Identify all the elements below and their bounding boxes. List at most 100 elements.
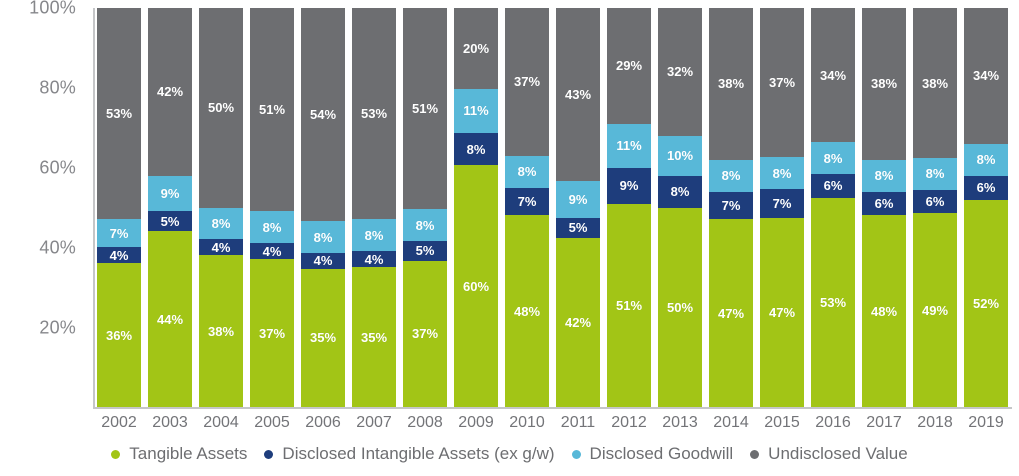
segment-tangible-assets: 35%: [301, 268, 345, 407]
y-axis-label: 60%: [39, 157, 76, 178]
legend-item-disclosed-goodwill: Disclosed Goodwill: [571, 444, 733, 464]
segment-disclosed-goodwill: 8%: [352, 219, 396, 252]
segment-value-label: 5%: [160, 213, 180, 229]
segment-tangible-assets: 49%: [913, 213, 957, 408]
segment-value-label: 4%: [211, 239, 231, 255]
y-axis: 100% 80% 60% 40% 20%: [0, 0, 76, 416]
segment-disclosed-goodwill: 9%: [148, 175, 192, 212]
segment-undisclosed-value: 53%: [352, 8, 396, 220]
segment-value-label: 38%: [870, 76, 898, 92]
segment-disclosed-intangible-assets-ex-g-w: 4%: [250, 243, 294, 260]
segment-undisclosed-value: 29%: [607, 8, 651, 124]
x-axis-label-2004: 2004: [203, 414, 239, 431]
bar-2004: 50% 8% 4% 38%: [199, 8, 243, 407]
x-axis-label-2012: 2012: [611, 414, 647, 431]
segment-value-label: 37%: [411, 326, 439, 342]
segment-undisclosed-value: 34%: [964, 8, 1008, 144]
segment-value-label: 37%: [768, 75, 796, 91]
segment-disclosed-goodwill: 8%: [811, 142, 855, 174]
bar-2012: 29% 11% 9% 51%: [607, 8, 651, 407]
legend-label: Undisclosed Value: [768, 444, 908, 463]
segment-disclosed-intangible-assets-ex-g-w: 7%: [709, 191, 753, 220]
segment-value-label: 6%: [874, 196, 894, 212]
segment-disclosed-goodwill: 9%: [556, 181, 600, 218]
segment-value-label: 20%: [462, 40, 490, 56]
x-axis-label-2014: 2014: [713, 414, 749, 431]
segment-value-label: 42%: [564, 314, 592, 330]
segment-disclosed-intangible-assets-ex-g-w: 4%: [97, 247, 141, 264]
segment-value-label: 38%: [921, 75, 949, 91]
x-axis-label-2007: 2007: [356, 414, 392, 431]
segment-value-label: 37%: [258, 325, 286, 341]
segment-value-label: 47%: [768, 304, 796, 320]
segment-value-label: 54%: [309, 107, 337, 123]
segment-value-label: 5%: [568, 220, 588, 236]
legend-dot-icon: [750, 449, 760, 459]
bar-2007: 53% 8% 4% 35%: [352, 8, 396, 407]
segment-tangible-assets: 52%: [964, 199, 1008, 407]
bar-2019: 34% 8% 6% 52%: [964, 8, 1008, 407]
segment-undisclosed-value: 43%: [556, 8, 600, 182]
x-axis-label-2018: 2018: [917, 414, 953, 431]
bar-2015: 37% 8% 7% 47%: [760, 8, 804, 408]
segment-disclosed-intangible-assets-ex-g-w: 7%: [760, 189, 804, 218]
segment-value-label: 8%: [874, 168, 894, 184]
plot-area: 53% 7% 4% 36% 42% 9% 5% 44% 50% 8% 4% 38% 51% 8% 4% 37%…: [97, 8, 1008, 408]
segment-value-label: 52%: [972, 295, 1000, 311]
legend-dot-icon: [571, 449, 581, 459]
segment-disclosed-goodwill: 8%: [505, 155, 549, 188]
segment-value-label: 7%: [772, 195, 792, 211]
x-axis-label-2003: 2003: [152, 414, 188, 431]
segment-undisclosed-value: 20%: [454, 8, 498, 89]
segment-disclosed-goodwill: 8%: [964, 143, 1008, 176]
bar-2006: 54% 8% 4% 35%: [301, 8, 345, 407]
x-axis-label-2005: 2005: [254, 414, 290, 431]
segment-undisclosed-value: 50%: [199, 8, 243, 208]
segment-value-label: 6%: [976, 180, 996, 196]
legend-item-disclosed-intangible-assets-ex-g-w: Disclosed Intangible Assets (ex g/w): [264, 444, 555, 464]
segment-disclosed-goodwill: 10%: [658, 135, 702, 176]
segment-tangible-assets: 37%: [250, 259, 294, 407]
legend-dot-icon: [264, 449, 274, 459]
segment-tangible-assets: 51%: [607, 203, 651, 407]
x-axis-line: [93, 407, 1012, 409]
segment-value-label: 48%: [513, 303, 541, 319]
segment-undisclosed-value: 38%: [862, 8, 906, 160]
segment-value-label: 4%: [262, 243, 282, 259]
segment-disclosed-intangible-assets-ex-g-w: 8%: [454, 132, 498, 166]
bar-2010: 37% 8% 7% 48%: [505, 8, 549, 407]
segment-tangible-assets: 47%: [709, 219, 753, 408]
y-axis-label: 20%: [39, 317, 76, 338]
segment-disclosed-goodwill: 8%: [709, 159, 753, 192]
segment-undisclosed-value: 51%: [403, 8, 447, 210]
segment-disclosed-intangible-assets-ex-g-w: 4%: [199, 239, 243, 256]
segment-value-label: 8%: [364, 227, 384, 243]
segment-value-label: 8%: [517, 164, 537, 180]
segment-undisclosed-value: 37%: [760, 8, 804, 158]
segment-undisclosed-value: 54%: [301, 8, 345, 222]
segment-undisclosed-value: 51%: [250, 8, 294, 212]
segment-undisclosed-value: 37%: [505, 8, 549, 156]
segment-value-label: 4%: [313, 253, 333, 269]
segment-tangible-assets: 38%: [199, 255, 243, 407]
segment-value-label: 32%: [666, 64, 694, 80]
segment-disclosed-goodwill: 7%: [97, 219, 141, 248]
segment-value-label: 8%: [976, 152, 996, 168]
segment-disclosed-goodwill: 8%: [760, 157, 804, 190]
segment-tangible-assets: 50%: [658, 207, 702, 408]
segment-value-label: 6%: [925, 194, 945, 210]
x-axis-label-2013: 2013: [662, 414, 698, 431]
segment-disclosed-goodwill: 8%: [301, 221, 345, 253]
segment-value-label: 35%: [309, 330, 337, 346]
segment-tangible-assets: 35%: [352, 267, 396, 407]
segment-disclosed-goodwill: 11%: [607, 123, 651, 168]
segment-tangible-assets: 53%: [811, 197, 855, 407]
segment-value-label: 49%: [921, 302, 949, 318]
y-axis-line: [93, 8, 95, 408]
segment-tangible-assets: 60%: [454, 165, 498, 407]
y-axis-label: 100%: [29, 0, 76, 18]
segment-value-label: 7%: [721, 198, 741, 214]
legend-label: Tangible Assets: [129, 444, 248, 463]
segment-disclosed-intangible-assets-ex-g-w: 5%: [148, 211, 192, 232]
segment-value-label: 8%: [313, 229, 333, 245]
